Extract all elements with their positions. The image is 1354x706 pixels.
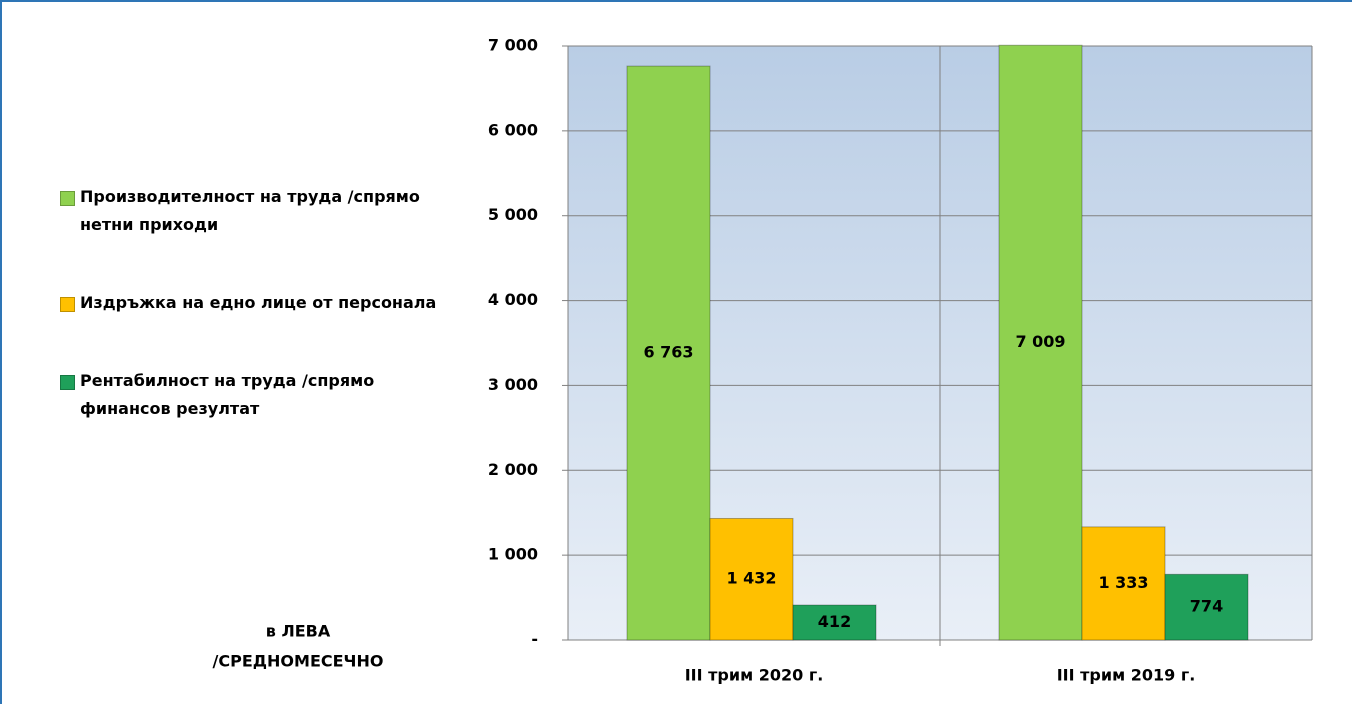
legend-item: Издръжка на едно лице от персонала: [58, 289, 448, 317]
annotation: /СРЕДНОМЕСЕЧНО: [213, 652, 384, 671]
legend: Производителност на труда /спрямо нетни …: [58, 183, 448, 473]
legend-item: Производителност на труда /спрямо нетни …: [58, 183, 448, 239]
y-tick-label: 4 000: [488, 290, 538, 309]
y-tick-label: 5 000: [488, 205, 538, 224]
y-tick-label: 7 000: [488, 36, 538, 55]
data-label: 7 009: [1015, 332, 1065, 351]
legend-swatch: [60, 191, 75, 206]
bar: [998, 44, 1083, 641]
data-label: 6 763: [643, 343, 693, 362]
y-tick-label: 6 000: [488, 120, 538, 139]
x-tick-label: III трим 2020 г.: [685, 666, 824, 685]
y-tick-label: -: [531, 630, 538, 649]
bar: [626, 65, 711, 641]
data-label: 774: [1190, 597, 1223, 616]
bar: [1164, 573, 1249, 641]
x-tick-label: III трим 2019 г.: [1057, 666, 1196, 685]
y-tick-label: 3 000: [488, 375, 538, 394]
legend-label: Производителност на труда /спрямо нетни …: [80, 187, 420, 234]
legend-label: Издръжка на едно лице от персонала: [80, 293, 437, 312]
bar: [1081, 526, 1166, 641]
data-label: 1 432: [726, 569, 776, 588]
bar: [709, 517, 794, 641]
y-tick-label: 1 000: [488, 545, 538, 564]
legend-swatch: [60, 375, 75, 390]
legend-item: Рентабилност на труда /спрямо финансов р…: [58, 367, 448, 423]
annotation: в ЛЕВА: [266, 622, 331, 641]
legend-label: Рентабилност на труда /спрямо финансов р…: [80, 371, 375, 418]
bar: [792, 604, 877, 641]
legend-swatch: [60, 297, 75, 312]
y-tick-label: 2 000: [488, 460, 538, 479]
data-label: 1 333: [1098, 573, 1148, 592]
data-label: 412: [818, 612, 851, 631]
